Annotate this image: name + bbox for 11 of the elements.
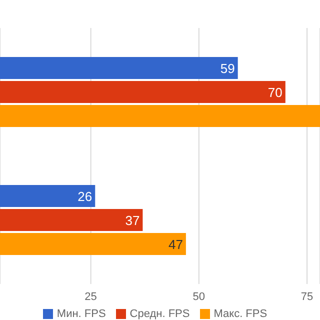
legend-label: Мин. FPS xyxy=(56,308,106,320)
legend-label: Макс. FPS xyxy=(214,308,268,320)
data-label: 70 xyxy=(268,85,282,100)
data-label: 59 xyxy=(220,61,235,76)
x-tick-label: 50 xyxy=(192,290,206,303)
data-label: 47 xyxy=(168,237,183,252)
x-tick-label: 75 xyxy=(300,290,314,303)
data-label: 37 xyxy=(125,213,140,228)
x-tick-label: 25 xyxy=(84,290,97,303)
data-label: 26 xyxy=(78,189,92,204)
legend-label: Средн. FPS xyxy=(130,308,190,320)
